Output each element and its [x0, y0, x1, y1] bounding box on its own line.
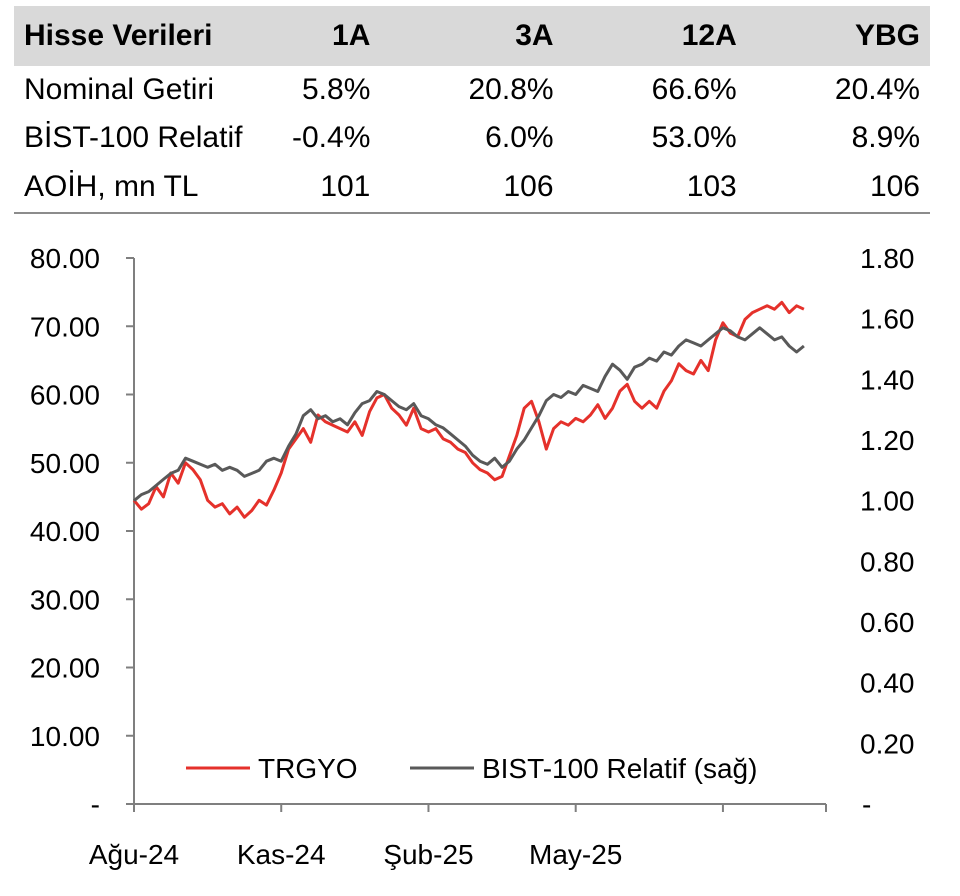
table-cell: -0.4% [292, 121, 371, 154]
x-tick-label: Ağu-24 [89, 839, 179, 870]
table-cell: 101 [197, 162, 381, 214]
x-tick-label: May-25 [529, 839, 622, 870]
table-cell: 6.0% [485, 121, 554, 154]
table-header-col: 12A [681, 19, 737, 52]
y-right-tick-label: 0.40 [860, 668, 915, 699]
table-cell: 5.8% [301, 73, 371, 106]
series-line-bist-relative [133, 326, 805, 502]
stock-data-table: Hisse Verileri 1A 3A 12A YBG Nominal Get… [14, 6, 930, 214]
y-left-tick-label: 50.00 [30, 448, 100, 479]
table-row: BİST-100 Relatif -0.4% 6.0% 53.0% 8.9% [14, 114, 930, 162]
table-cell: 53.0% [651, 121, 737, 154]
x-tick-label: Kas-24 [237, 839, 326, 870]
table-header-col: 3A [515, 19, 554, 52]
table-cell: 106 [380, 162, 564, 214]
y-right-axis: - 0.20 0.40 0.60 0.80 1.00 1.20 1.40 1.60 1.80 [860, 243, 915, 820]
y-right-tick-label: - [862, 789, 871, 820]
row-label: BİST-100 Relatif [24, 121, 243, 154]
y-left-tick-label: 10.00 [30, 721, 100, 752]
table-cell: 103 [563, 162, 747, 214]
table-header-col: YBG [854, 19, 920, 52]
y-right-tick-label: 0.80 [860, 546, 915, 577]
table-cell: 20.8% [468, 73, 554, 106]
table-header-col: 1A [332, 19, 371, 52]
y-left-tick-label: 70.00 [30, 311, 100, 342]
table-header-label: Hisse Verileri [24, 19, 213, 52]
y-left-tick-label: 30.00 [30, 584, 100, 615]
legend-label: TRGYO [258, 753, 358, 784]
y-left-tick-label: 20.00 [30, 653, 100, 684]
y-left-tick-label: 60.00 [30, 380, 100, 411]
legend-label: BIST-100 Relatif (sağ) [482, 753, 757, 784]
line-chart: - 10.00 20.00 30.00 40.00 50.00 60.00 70.00 80.0… [30, 243, 915, 870]
y-right-tick-label: 1.60 [860, 304, 915, 335]
chart-series [132, 300, 805, 519]
row-label: AOİH, mn TL [14, 162, 199, 214]
y-left-tick-label: - [91, 789, 100, 820]
y-right-tick-label: 0.20 [860, 728, 915, 759]
table-cell: 66.6% [651, 73, 737, 106]
table-cell: 20.4% [834, 73, 920, 106]
y-right-tick-label: 0.60 [860, 607, 915, 638]
y-right-tick-label: 1.00 [860, 486, 915, 517]
y-left-tick-label: 40.00 [30, 516, 100, 547]
y-right-tick-label: 1.40 [860, 364, 915, 395]
table-header-row: Hisse Verileri 1A 3A 12A YBG [14, 6, 930, 66]
row-label: Nominal Getiri [24, 73, 215, 106]
x-axis: Ağu-24 Kas-24 Şub-25 May-25 [89, 804, 827, 870]
series-line-trgyo [132, 300, 805, 519]
chart-axes [133, 258, 826, 805]
chart-legend: TRGYO BIST-100 Relatif (sağ) [186, 753, 757, 784]
x-tick-label: Şub-25 [383, 839, 473, 870]
table-cell: 106 [746, 162, 930, 214]
y-right-tick-label: 1.20 [860, 425, 915, 456]
y-left-tick-label: 80.00 [30, 243, 100, 274]
y-left-axis: - 10.00 20.00 30.00 40.00 50.00 60.00 70.00 80.0… [30, 243, 134, 820]
table-row: Nominal Getiri 5.8% 20.8% 66.6% 20.4% [14, 66, 930, 114]
table-cell: 8.9% [851, 121, 920, 154]
y-right-tick-label: 1.80 [860, 243, 915, 274]
table-row: AOİH, mn TL 101 106 103 106 [14, 162, 930, 214]
